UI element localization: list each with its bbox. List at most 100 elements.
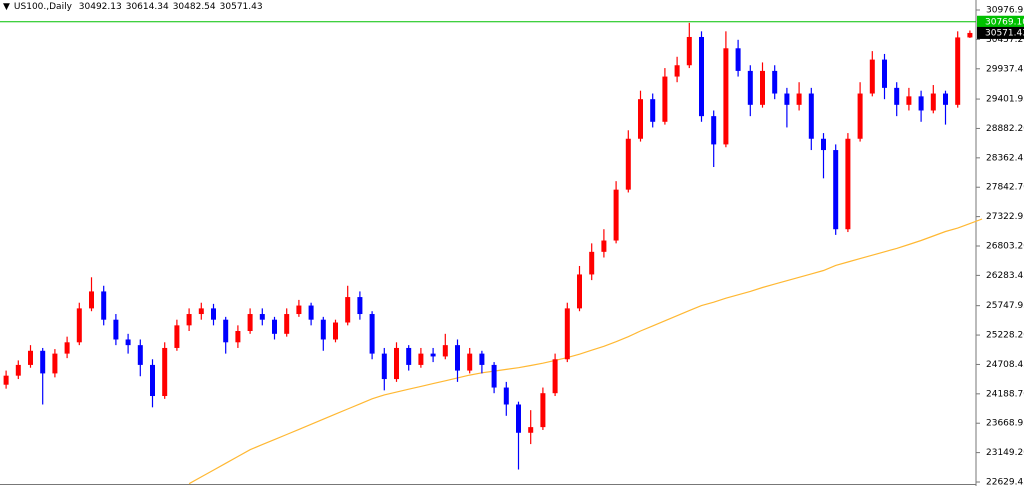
candle-body	[955, 37, 961, 105]
candle-body	[772, 70, 778, 94]
candle-body	[784, 93, 790, 105]
candle-body	[150, 364, 155, 397]
candle-body	[186, 314, 192, 326]
candle-body	[320, 319, 326, 340]
last-low: 30482.54	[172, 2, 216, 12]
y-tick-label: 23149.20	[986, 448, 1024, 458]
candle-body	[3, 375, 9, 385]
candle-body	[296, 305, 302, 315]
y-tick-label: 24708.45	[986, 360, 1024, 370]
y-tick-label: 25747.95	[986, 301, 1024, 311]
y-tick-label: 30457.20	[986, 35, 1024, 45]
candle-body	[40, 350, 46, 374]
candle-body	[455, 345, 460, 371]
candle-body	[430, 353, 436, 357]
candle-body	[503, 387, 509, 405]
y-tick-label: 24188.70	[986, 389, 1024, 399]
candle-body	[552, 359, 558, 394]
candle-body	[686, 36, 692, 66]
candle-body	[735, 48, 741, 71]
candle-body	[333, 322, 338, 340]
candle-body	[516, 404, 521, 433]
candle-body	[967, 32, 973, 38]
candle-body	[76, 308, 82, 343]
last-close: 30571.43	[219, 2, 263, 12]
candle-body	[930, 93, 936, 111]
y-tick-label: 27322.95	[986, 212, 1024, 222]
y-tick-label: 29937.45	[986, 64, 1024, 74]
y-tick-label: 30976.95	[986, 6, 1024, 16]
last-price-box	[977, 26, 1024, 39]
candle-body	[467, 353, 473, 371]
candle-body	[857, 93, 863, 139]
candle-body	[796, 93, 802, 105]
last-high: 30614.34	[125, 2, 169, 12]
candle-body	[89, 291, 94, 309]
y-tick-label: 25228.20	[986, 331, 1024, 341]
candle-body	[650, 99, 656, 122]
candle-body	[564, 308, 570, 360]
chart-header: ▼ US100.,Daily 30492.13 30614.34 30482.54 30…	[3, 2, 267, 12]
candle-body	[113, 319, 119, 340]
candle-body	[589, 251, 595, 275]
ask-price-label: 30769.10	[985, 17, 1024, 27]
candle-body	[601, 240, 607, 252]
y-tick-label: 26803.20	[986, 242, 1024, 252]
candle-body	[211, 308, 216, 320]
ask-price-box	[977, 15, 1024, 28]
last-open: 30492.13	[78, 2, 122, 12]
candle-body	[540, 393, 546, 428]
candle-body	[674, 65, 680, 77]
candle-body	[64, 342, 70, 354]
candle-body	[442, 345, 448, 357]
candle-body	[808, 93, 814, 139]
candle-body	[101, 291, 107, 320]
y-tick-label: 27842.70	[986, 183, 1024, 193]
candle-body	[345, 297, 351, 323]
candle-body	[906, 96, 912, 105]
candle-body	[625, 138, 631, 190]
candle-body	[918, 96, 924, 111]
candle-body	[723, 48, 729, 145]
y-tick-label: 23668.95	[986, 419, 1024, 429]
candle-body	[821, 138, 826, 151]
y-tick-label: 28882.20	[986, 124, 1024, 134]
candle-body	[125, 339, 131, 346]
candle-body	[381, 353, 387, 380]
y-tick-label: 29401.95	[986, 95, 1024, 105]
candle-body	[711, 116, 717, 145]
candle-body	[223, 319, 229, 343]
moving-average-line	[188, 218, 983, 485]
candle-body	[528, 427, 534, 433]
candle-body	[699, 36, 704, 117]
candle-body	[760, 70, 765, 105]
candle-body	[357, 297, 363, 315]
candle-body	[577, 274, 582, 309]
candle-body	[869, 59, 875, 94]
candle-body	[479, 353, 485, 365]
candle-body	[235, 330, 241, 343]
menu-triangle[interactable]: ▼	[3, 2, 10, 12]
candle-body	[406, 347, 412, 365]
candle-body	[284, 314, 290, 334]
candle-body	[52, 353, 58, 374]
candle-body	[638, 99, 643, 139]
candle-body	[882, 59, 887, 88]
candle-body	[174, 325, 180, 348]
candle-body	[418, 353, 424, 365]
candle-body	[894, 87, 900, 105]
candle-body	[259, 314, 265, 320]
candle-body	[247, 314, 253, 331]
candle-body	[369, 314, 375, 354]
candle-body	[308, 305, 314, 320]
candle-body	[747, 70, 753, 105]
candle-body	[394, 347, 399, 380]
symbol-title: US100.,Daily	[13, 2, 72, 12]
last-price-label: 30571.43	[985, 28, 1024, 38]
candle-body	[943, 93, 948, 105]
candle-body	[28, 350, 33, 365]
candle-body	[613, 189, 619, 241]
candle-body	[662, 76, 668, 122]
